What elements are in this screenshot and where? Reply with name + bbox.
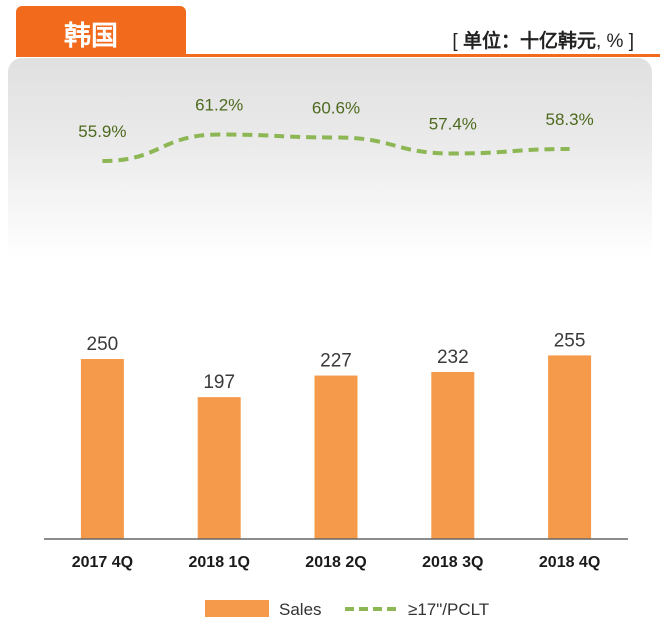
ratio-label: 57.4% — [429, 115, 477, 134]
header-rule — [16, 54, 660, 57]
sales-bar — [548, 355, 592, 539]
legend-sales-label: Sales — [279, 600, 322, 619]
sales-bar-value: 250 — [87, 334, 119, 355]
sales-bar — [314, 375, 358, 539]
x-tick-layer: 2017 4Q 2018 1Q 2018 2Q 2018 3Q 2018 4Q — [72, 554, 601, 571]
region-title: 韩国 — [64, 21, 118, 51]
sales-bar-layer: 250 197 227 232 255 — [80, 330, 592, 539]
sales-bar-value: 197 — [203, 372, 235, 393]
sales-bar — [431, 371, 475, 539]
region-tab: 韩国 — [16, 6, 186, 56]
sales-bar — [197, 397, 241, 539]
ratio-label: 61.2% — [195, 96, 243, 115]
sales-bar-value: 227 — [320, 351, 352, 372]
legend: Sales ≥17"/PCLT — [205, 600, 489, 619]
x-tick-label: 2018 2Q — [305, 554, 366, 571]
ratio-band — [8, 58, 652, 258]
sales-bar — [80, 359, 124, 539]
ratio-label: 55.9% — [78, 122, 126, 141]
unit-label: [ 单位：十亿韩元, % ] — [452, 26, 634, 53]
unit-suffix: , % ] — [595, 31, 634, 52]
unit-main: 单位：十亿韩元 — [462, 31, 596, 52]
legend-line-label: ≥17"/PCLT — [408, 600, 489, 619]
ratio-line-layer: 55.9% 61.2% 60.6% 57.4% 58.3% — [78, 96, 594, 163]
x-tick-label: 2018 3Q — [422, 554, 483, 571]
ratio-label: 60.6% — [312, 99, 360, 118]
x-tick-label: 2018 4Q — [539, 554, 600, 571]
sales-bar-value: 255 — [554, 330, 586, 351]
sales-bar-value: 232 — [437, 347, 469, 368]
unit-prefix: [ — [452, 31, 463, 52]
legend-sales-swatch — [205, 600, 269, 617]
ratio-label: 58.3% — [545, 110, 593, 129]
x-tick-label: 2017 4Q — [72, 554, 133, 571]
x-tick-label: 2018 1Q — [189, 554, 250, 571]
